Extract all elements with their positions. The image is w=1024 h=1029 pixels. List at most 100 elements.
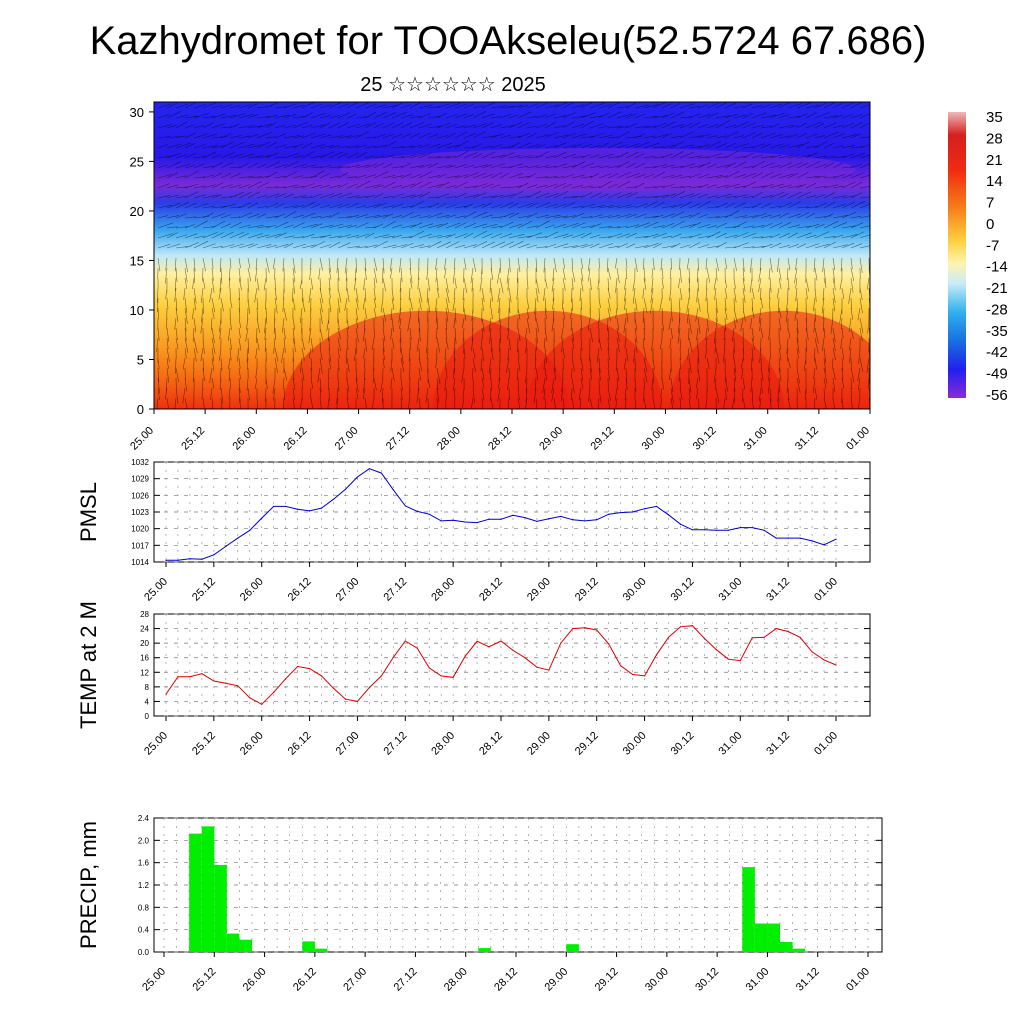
heatmap-xtick-label: 26.12 bbox=[282, 425, 310, 453]
heatmap-xtick-label: 27.00 bbox=[333, 425, 361, 453]
series-point bbox=[464, 655, 466, 657]
series-point bbox=[344, 488, 347, 490]
precip-bar bbox=[792, 948, 806, 952]
xtick-label: 01.00 bbox=[812, 576, 840, 604]
ytick-label: 1014 bbox=[131, 558, 149, 567]
ytick-label: 1023 bbox=[131, 508, 149, 517]
ytick-label: 12 bbox=[140, 668, 149, 677]
xtick-label: 31.12 bbox=[794, 966, 822, 994]
series-point bbox=[655, 505, 658, 508]
colorbar-label: 0 bbox=[986, 216, 994, 233]
series-point bbox=[608, 513, 610, 515]
series-point bbox=[512, 649, 514, 652]
panel-ylabel: TEMP at 2 M bbox=[76, 601, 101, 729]
ytick-label: 4 bbox=[145, 697, 150, 706]
xtick-label: 01.00 bbox=[844, 966, 872, 994]
series-point bbox=[536, 666, 538, 668]
precip-bar bbox=[754, 923, 768, 952]
series-point bbox=[249, 697, 251, 699]
xtick-label: 25.00 bbox=[142, 576, 170, 604]
series-point bbox=[416, 647, 418, 649]
series-point bbox=[632, 673, 634, 676]
colorbar-label: -56 bbox=[986, 387, 1008, 404]
series-point bbox=[548, 669, 550, 671]
heatmap-xtick-label: 25.12 bbox=[179, 425, 207, 453]
chart-subtitle: 25 ☆☆☆☆☆☆ 2025 bbox=[360, 74, 545, 96]
series-point bbox=[500, 640, 502, 642]
series-point bbox=[237, 685, 239, 687]
xtick-label: 30.12 bbox=[669, 576, 697, 604]
xtick-label: 26.00 bbox=[238, 576, 266, 604]
colorbar-gradient bbox=[948, 112, 966, 398]
temp2m-panel: 0 4 8 12 16 20 24 28 25.00 25.12 26.00 26.12 27.00 27… bbox=[76, 601, 871, 758]
series-point bbox=[261, 517, 263, 519]
series-point bbox=[464, 521, 466, 523]
heatmap-xtick-label: 29.00 bbox=[537, 425, 565, 453]
heatmap-ytick-label: 25 bbox=[130, 154, 144, 169]
ytick-label: 8 bbox=[145, 683, 150, 692]
series-point bbox=[835, 664, 837, 666]
series-point bbox=[596, 629, 598, 631]
precip-bar bbox=[566, 944, 579, 952]
xtick-label: 26.12 bbox=[286, 730, 314, 758]
series-point bbox=[320, 507, 323, 509]
series-point bbox=[703, 529, 705, 531]
xtick-label: 25.00 bbox=[140, 966, 168, 994]
xtick-label: 29.00 bbox=[525, 576, 553, 604]
xtick-label: 26.12 bbox=[286, 576, 314, 604]
xtick-label: 27.12 bbox=[392, 966, 420, 994]
series-point bbox=[177, 676, 179, 678]
series-point bbox=[787, 630, 789, 633]
ytick-label: 0 bbox=[145, 712, 150, 721]
series-point bbox=[201, 673, 203, 675]
series-point bbox=[679, 626, 682, 628]
heatmap-ytick-label: 20 bbox=[130, 204, 144, 219]
panel-ylabel: PRECIP, mm bbox=[76, 821, 101, 949]
series-point bbox=[404, 505, 406, 507]
heatmap-xtick-label: 26.00 bbox=[230, 425, 258, 453]
panel-frame bbox=[153, 613, 871, 717]
panel-ylabel: PMSL bbox=[76, 482, 101, 542]
series-point bbox=[452, 519, 454, 521]
series-point bbox=[584, 520, 586, 522]
xtick-label: 28.00 bbox=[429, 576, 457, 604]
series-point bbox=[823, 544, 825, 546]
series-point bbox=[620, 665, 622, 667]
xtick-label: 29.00 bbox=[542, 966, 570, 994]
ytick-label: 2.0 bbox=[138, 836, 150, 845]
ytick-label: 0.0 bbox=[138, 948, 150, 957]
ytick-label: 24 bbox=[140, 625, 149, 634]
xtick-label: 25.12 bbox=[190, 966, 218, 994]
xtick-label: 30.00 bbox=[643, 966, 671, 994]
precip-bar bbox=[214, 864, 227, 952]
series-point bbox=[476, 521, 478, 524]
series-point bbox=[679, 523, 682, 525]
colorbar-label: 21 bbox=[986, 152, 1003, 169]
heatmap-xtick-label: 29.12 bbox=[588, 425, 616, 453]
series-point bbox=[344, 698, 347, 700]
xtick-label: 29.12 bbox=[593, 966, 621, 994]
series-point bbox=[667, 636, 670, 638]
ytick-label: 1.6 bbox=[138, 859, 150, 868]
ytick-label: 1029 bbox=[131, 475, 149, 484]
series-point bbox=[440, 675, 442, 677]
series-point bbox=[763, 529, 765, 531]
precip-bar bbox=[189, 833, 202, 952]
xtick-label: 31.12 bbox=[764, 576, 792, 604]
series-point bbox=[213, 554, 215, 556]
series-point bbox=[332, 687, 335, 689]
ytick-label: 1.2 bbox=[138, 881, 150, 890]
series-point bbox=[524, 657, 526, 659]
xtick-label: 30.00 bbox=[621, 730, 649, 758]
xtick-label: 26.00 bbox=[238, 730, 266, 758]
ytick-label: 1032 bbox=[131, 458, 149, 467]
series-point bbox=[560, 515, 562, 518]
xtick-label: 25.12 bbox=[190, 730, 218, 758]
xtick-label: 28.12 bbox=[477, 730, 505, 758]
series-point bbox=[667, 514, 670, 516]
xtick-label: 28.00 bbox=[442, 966, 470, 994]
series-point bbox=[715, 649, 717, 651]
series-point bbox=[739, 660, 741, 662]
chart-title: Kazhydromet for TOOAkseleu(52.5724 67.68… bbox=[90, 19, 927, 63]
